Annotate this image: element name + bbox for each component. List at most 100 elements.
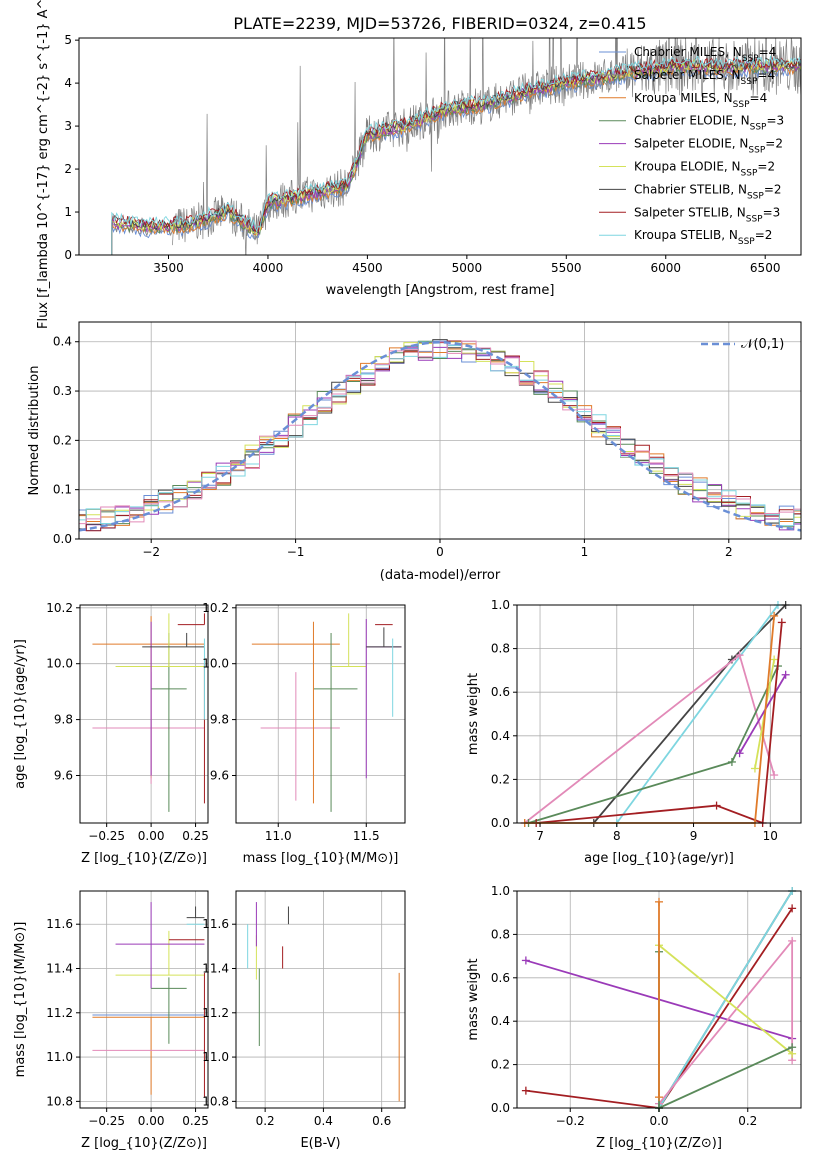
y-tick-label: 10.0 (46, 657, 73, 671)
x-tick-label: 0.4 (314, 1114, 333, 1128)
plot-frame (516, 604, 802, 824)
observed-spectrum-line (172, 38, 801, 255)
plot-frame (78, 37, 802, 256)
histogram-cs (79, 339, 801, 530)
y-tick-label: 11.0 (46, 1050, 73, 1064)
histogram-pink (79, 340, 801, 525)
y-axis-label: Normed distribution (27, 366, 42, 496)
age-vs-metallicity-panel: −0.25 0.00 0.25 9.6 9.8 10.0 10.2 Z [log_{10}(Z… (13, 601, 209, 866)
y-tick-label: 0.4 (491, 1014, 510, 1028)
y-tick-label: 1 (64, 205, 72, 219)
x-axis-label: age [log_{10}(age/yr)] (584, 851, 734, 866)
histograms (79, 339, 801, 532)
y-tick-label: 10.8 (202, 1094, 229, 1108)
y-tick-label: 0.6 (491, 685, 510, 699)
x-tick-label: −2 (142, 545, 160, 559)
y-tick-label: 4 (64, 76, 72, 90)
x-tick-label: 0.0 (649, 1114, 668, 1128)
y-tick-label: 0.1 (53, 483, 72, 497)
weight-age-line (524, 653, 775, 824)
x-tick-label: 9 (690, 829, 698, 843)
x-axis-label: E(B-V) (300, 1136, 340, 1151)
x-tick-label: 0.00 (138, 1114, 165, 1128)
y-tick-label: 9.6 (54, 768, 73, 782)
plot-frame (79, 604, 209, 824)
y-tick-label: 0.0 (491, 1101, 510, 1115)
x-tick-label: 11.0 (265, 829, 292, 843)
x-tick-label: 0.25 (182, 1114, 209, 1128)
weight-age-line (524, 615, 776, 824)
weight-Z-line (658, 938, 794, 1105)
histogram-ce (79, 340, 801, 528)
legend-entry: Kroupa ELODIE, NSSP=2 (634, 160, 775, 179)
legend-entry: Chabrier ELODIE, NSSP=3 (634, 114, 784, 133)
y-tick-label: 10.8 (46, 1094, 73, 1108)
y-tick-label: 0.0 (491, 816, 510, 830)
histogram-ks (79, 341, 801, 527)
y-tick-label: 0.0 (53, 532, 72, 546)
x-axis-label: Z [log_{10}(Z/Z⊙)] (81, 1136, 207, 1151)
x-tick-label: 3500 (153, 261, 184, 275)
plot-frame (235, 890, 406, 1109)
x-tick-label: 10 (763, 829, 778, 843)
y-tick-label: 10.2 (202, 601, 229, 615)
y-tick-label: 1.0 (491, 598, 510, 612)
weight-vs-age-panel: 7 8 9 10 0.0 0.2 0.4 0.6 0.8 1.0 age [log_{10}(age… (466, 598, 802, 866)
y-axis-label: Flux [f_lambda 10^{-17} erg cm^{-2} s^{-… (36, 0, 51, 329)
x-tick-label: −0.25 (88, 1114, 125, 1128)
weight-vs-metallicity-panel: −0.2 0.0 0.2 0.0 0.2 0.4 0.6 0.8 1.0 Z [log_{10}(… (466, 884, 802, 1151)
y-tick-label: 0.4 (53, 335, 72, 349)
y-tick-label: 9.8 (54, 713, 73, 727)
y-tick-label: 11.6 (202, 917, 229, 931)
x-axis-label: mass [log_{10}(M/M⊙)] (243, 851, 399, 866)
weight-age-line (536, 622, 783, 825)
y-tick-label: 9.8 (210, 713, 229, 727)
y-tick-label: 1.0 (491, 884, 510, 898)
y-axis-label: mass weight (466, 958, 481, 1040)
figure-title: PLATE=2239, MJD=53726, FIBERID=0324, z=0… (233, 14, 646, 33)
y-tick-label: 0.4 (491, 729, 510, 743)
y-tick-label: 11.4 (202, 962, 229, 976)
y-tick-label: 0.3 (53, 384, 72, 398)
x-tick-label: 0.6 (372, 1114, 391, 1128)
y-tick-label: 0.6 (491, 971, 510, 985)
legend-entry: Salpeter MILES, NSSP=4 (634, 68, 775, 87)
legend-entry: Chabrier MILES, NSSP=4 (634, 45, 776, 64)
y-tick-label: 2 (64, 162, 72, 176)
plot-frame (235, 604, 406, 824)
histogram-cm (79, 340, 801, 532)
x-tick-label: 0.2 (256, 1114, 275, 1128)
x-tick-label: 2 (725, 545, 733, 559)
y-axis-label: mass [log_{10}(M/M⊙)] (13, 922, 28, 1078)
mass-vs-metallicity-panel: −0.25 0.00 0.25 10.8 11.0 11.2 11.4 11.6 Z [log_… (13, 890, 209, 1151)
x-tick-label: 5500 (551, 261, 582, 275)
x-axis-label: (data-model)/error (380, 568, 501, 583)
histogram-se (79, 346, 801, 531)
y-tick-label: 11.2 (202, 1006, 229, 1020)
model-line-ss (111, 56, 801, 255)
residuals-panel: −2 −1 0 1 2 0.0 0.1 0.2 0.3 0.4 (data-model)/error… (27, 321, 802, 583)
y-tick-label: 3 (64, 119, 72, 133)
age-vs-mass-panel: 11.0 11.5 9.6 9.8 10.0 10.2 mass [log_{10}(M/M… (202, 601, 406, 866)
x-tick-label: 4000 (253, 261, 284, 275)
plot-frame (79, 890, 209, 1109)
weight-age-line (616, 604, 779, 824)
weight-age-line (738, 674, 787, 754)
legend-entry: 𝒩(0,1) (741, 337, 784, 352)
weight-Z-line (658, 944, 793, 1055)
model-line-ke (111, 58, 801, 255)
y-tick-label: 9.6 (210, 768, 229, 782)
x-tick-label: −0.2 (556, 1114, 585, 1128)
y-tick-label: 11.4 (46, 962, 73, 976)
x-tick-label: 11.5 (353, 829, 380, 843)
spectrum-lines (111, 38, 801, 255)
x-tick-label: −1 (287, 545, 305, 559)
x-tick-label: 0 (436, 545, 444, 559)
y-tick-label: 5 (64, 33, 72, 47)
y-tick-label: 11.2 (46, 1006, 73, 1020)
x-tick-label: 0.00 (138, 829, 165, 843)
mass-vs-ebv-panel: 0.2 0.4 0.6 10.8 11.0 11.2 11.4 11.6 E(B-V) (202, 890, 406, 1151)
y-tick-label: 0.2 (491, 772, 510, 786)
model-line-cs (111, 57, 801, 255)
